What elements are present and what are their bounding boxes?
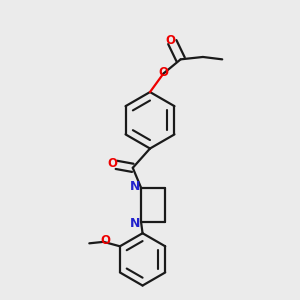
Text: N: N <box>130 217 140 230</box>
Text: O: O <box>100 234 110 247</box>
Text: O: O <box>107 157 117 169</box>
Text: N: N <box>130 180 140 193</box>
Text: O: O <box>158 66 168 79</box>
Text: O: O <box>166 34 176 47</box>
